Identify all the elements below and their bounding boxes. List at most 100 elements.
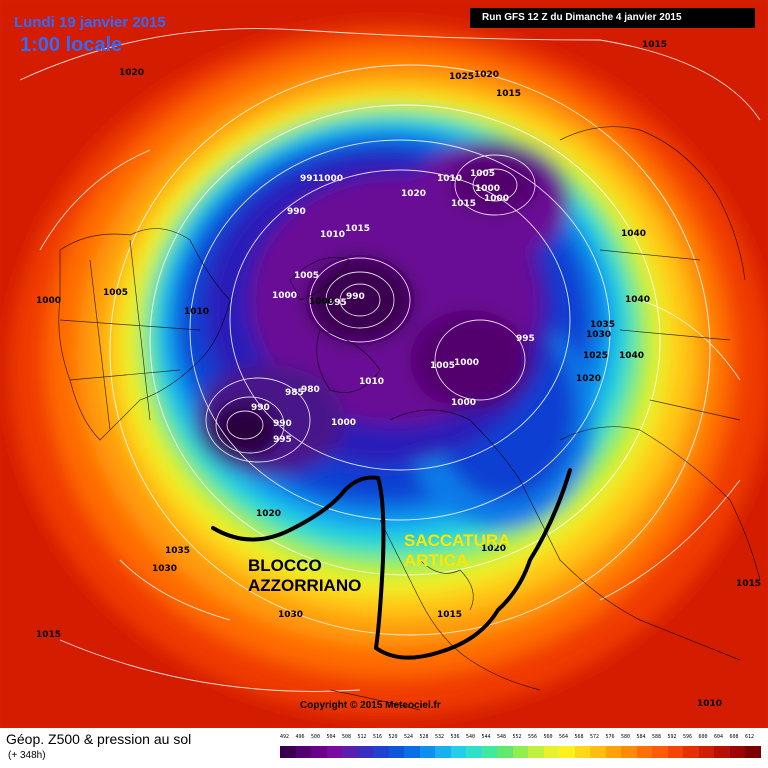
isobar-label: 1015 bbox=[345, 224, 371, 234]
isobar-label: 1025 bbox=[583, 351, 609, 361]
scale-swatch bbox=[667, 746, 683, 758]
scale-tick-label: 596 bbox=[683, 734, 693, 740]
scale-tick-label: 600 bbox=[698, 734, 708, 740]
isobar-label: 1010 bbox=[184, 307, 210, 317]
scale-swatch bbox=[652, 746, 668, 758]
isobar-label: 1020 bbox=[576, 374, 602, 384]
isobar-label: 1010 bbox=[437, 174, 463, 184]
scale-tick-label: 504 bbox=[326, 734, 336, 740]
scale-tick-label: 536 bbox=[450, 734, 460, 740]
scale-swatch bbox=[450, 746, 466, 758]
scale-tick-label: 588 bbox=[652, 734, 662, 740]
geopotential-field bbox=[0, 0, 768, 728]
scale-tick-label: 512 bbox=[357, 734, 367, 740]
forecast-date: Lundi 19 janvier 2015 bbox=[14, 14, 166, 31]
synoptic-trough-ridge-line bbox=[211, 468, 572, 660]
scale-tick-label: 548 bbox=[497, 734, 507, 740]
scale-swatch bbox=[559, 746, 575, 758]
isobar-label: 990 bbox=[251, 403, 270, 413]
isobar-label: 985 bbox=[285, 388, 304, 398]
scale-swatch bbox=[528, 746, 544, 758]
isobar-label: 1015 bbox=[437, 610, 463, 620]
isobar-label: 995 bbox=[273, 435, 292, 445]
scale-tick-label: 540 bbox=[466, 734, 476, 740]
isobar-label: 995 bbox=[328, 298, 347, 308]
isobar-label: 1040 bbox=[619, 351, 645, 361]
isobar-label: 1010 bbox=[359, 377, 385, 387]
annotation-line: BLOCCO bbox=[248, 556, 322, 575]
scale-tick-label: 608 bbox=[729, 734, 739, 740]
weather-map: 1020 1015 1025 1020 1015 991 1000 990 10… bbox=[0, 0, 768, 728]
scale-tick-label: 556 bbox=[528, 734, 538, 740]
isobar-label: 1000 bbox=[318, 174, 344, 184]
scale-swatch bbox=[683, 746, 699, 758]
scale-swatch bbox=[698, 746, 714, 758]
scale-tick-label: 544 bbox=[481, 734, 491, 740]
isobar-label: 1005 bbox=[294, 271, 320, 281]
scale-tick-label: 496 bbox=[295, 734, 305, 740]
scale-tick-label: 532 bbox=[435, 734, 445, 740]
scale-tick-label: 552 bbox=[512, 734, 522, 740]
isobar-label: 1015 bbox=[642, 40, 668, 50]
isobar-label: 1005 bbox=[430, 361, 456, 371]
isobar-label: 980 bbox=[301, 385, 320, 395]
scale-swatch bbox=[404, 746, 420, 758]
scale-swatch bbox=[729, 746, 745, 758]
isobar-label: 1010 bbox=[320, 230, 346, 240]
scale-tick-label: 584 bbox=[636, 734, 646, 740]
scale-swatch bbox=[714, 746, 730, 758]
scale-swatch bbox=[419, 746, 435, 758]
isobar-label: 1020 bbox=[481, 544, 507, 554]
isobar-label: 1000 bbox=[309, 297, 335, 307]
scale-swatch bbox=[543, 746, 559, 758]
scale-tick-label: 592 bbox=[667, 734, 677, 740]
isobar-label: 995 bbox=[516, 334, 535, 344]
scale-swatch bbox=[512, 746, 528, 758]
geopotential-shading bbox=[0, 0, 768, 728]
model-run-banner: Run GFS 12 Z du Dimanche 4 janvier 2015 bbox=[470, 8, 755, 28]
scale-tick-label: 604 bbox=[714, 734, 724, 740]
annotation-saccatura-artica: SACCATURA ARTICA bbox=[404, 531, 510, 571]
isobar-label: 1030 bbox=[586, 330, 612, 340]
scale-tick-label: 508 bbox=[342, 734, 352, 740]
isobar-label: 991 bbox=[300, 174, 319, 184]
isobar-label: 990 bbox=[287, 207, 306, 217]
coastlines bbox=[58, 126, 761, 711]
isobar-label: 1015 bbox=[36, 630, 62, 640]
isobar-label: 1015 bbox=[736, 579, 762, 589]
scale-tick-label: 492 bbox=[280, 734, 290, 740]
scale-swatch bbox=[574, 746, 590, 758]
scale-tick-label: 580 bbox=[621, 734, 631, 740]
local-time: 1:00 locale bbox=[20, 34, 123, 56]
scale-swatch bbox=[280, 746, 296, 758]
isobar-label: 1010 bbox=[697, 699, 723, 709]
scale-tick-label: 516 bbox=[373, 734, 383, 740]
scale-swatch bbox=[466, 746, 482, 758]
isobar-label: 1020 bbox=[474, 70, 500, 80]
annotation-blocco-azzorriano: BLOCCO AZZORRIANO bbox=[248, 556, 361, 596]
scale-swatch bbox=[357, 746, 373, 758]
scale-swatch bbox=[342, 746, 358, 758]
scale-tick-label: 568 bbox=[574, 734, 584, 740]
scale-tick-label: 500 bbox=[311, 734, 321, 740]
scale-swatch bbox=[481, 746, 497, 758]
scale-tick-label: 560 bbox=[543, 734, 553, 740]
footer-title: Géop. Z500 & pression au sol bbox=[6, 731, 192, 747]
scale-swatch bbox=[295, 746, 311, 758]
isobar-label: 1020 bbox=[119, 68, 145, 78]
scale-tick-label: 520 bbox=[388, 734, 398, 740]
scale-swatch bbox=[311, 746, 327, 758]
scale-tick-label: 528 bbox=[419, 734, 429, 740]
isobar-lines bbox=[19, 28, 761, 692]
isobar-label: 1000 bbox=[475, 184, 501, 194]
isobar-label: 1040 bbox=[625, 295, 651, 305]
isobar-label: 1005 bbox=[470, 169, 496, 179]
scale-tick-label: 612 bbox=[745, 734, 755, 740]
scale-swatch bbox=[326, 746, 342, 758]
annotation-line: ARTICA bbox=[404, 551, 469, 570]
annotation-line: SACCATURA bbox=[404, 531, 511, 550]
isobar-label: 1000 bbox=[331, 418, 357, 428]
isobar-label: 1020 bbox=[256, 509, 282, 519]
scale-tick-label: 524 bbox=[404, 734, 414, 740]
scale-swatch bbox=[435, 746, 451, 758]
